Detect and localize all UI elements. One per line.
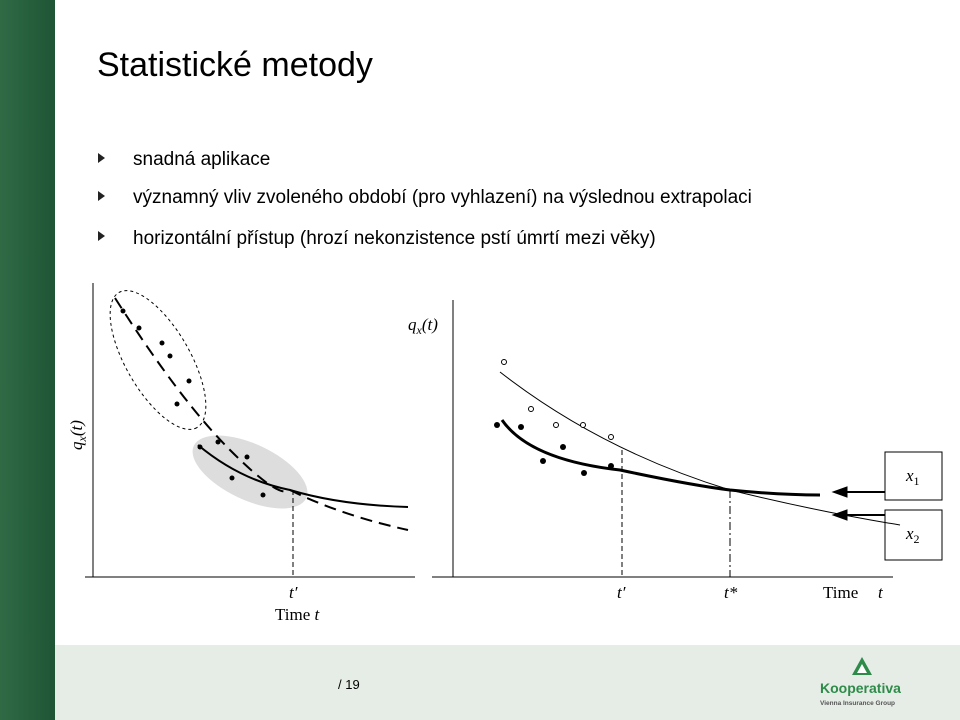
solid-curve — [197, 444, 409, 508]
figure-left: qx(t) t′ Time t — [67, 283, 415, 624]
x-label-var: t — [878, 583, 884, 602]
page-number: / 19 — [338, 677, 360, 692]
logo-text: Kooperativa — [820, 680, 901, 696]
x-label: Time — [823, 583, 858, 602]
t-prime: t′ — [289, 583, 298, 602]
title: Statistické metody — [97, 46, 373, 84]
bullet-marker — [98, 153, 105, 163]
dots — [120, 308, 266, 498]
t-prime: t′ — [617, 583, 626, 602]
thin-curve — [499, 371, 901, 526]
arrow-head — [831, 509, 848, 521]
x-label: Time t — [275, 605, 321, 624]
bullet: horizontální přístup (hrozí nekonzistenc… — [133, 228, 656, 249]
logo-mark — [857, 664, 867, 673]
logo: Kooperativa Vienna Insurance Group — [820, 657, 901, 707]
box-label: x1 — [905, 466, 920, 488]
side-bar — [0, 0, 55, 720]
dashed-curve — [114, 297, 409, 531]
dashed-ellipse — [109, 290, 207, 430]
dots — [494, 422, 614, 476]
open-dots — [501, 359, 614, 440]
box — [884, 451, 943, 501]
logo-subtext: Vienna Insurance Group — [820, 700, 895, 707]
bullet: významný vliv zvoleného období (pro vyhl… — [133, 187, 752, 208]
arrow-head — [831, 486, 848, 498]
highlight — [192, 435, 308, 509]
box-label: x2 — [905, 524, 920, 546]
figure-right: x1 x2 qx(t) t′ t* Time t — [408, 300, 943, 602]
y-label: qx(t) — [408, 315, 438, 337]
bullet-marker — [98, 191, 105, 201]
t-star: t* — [724, 583, 738, 602]
bullet: snadná aplikace — [133, 149, 270, 170]
thick-curve — [500, 419, 821, 497]
y-label: qx(t) — [67, 420, 89, 450]
footer-band — [55, 645, 960, 720]
bullet-marker — [98, 231, 105, 241]
box — [884, 509, 943, 561]
